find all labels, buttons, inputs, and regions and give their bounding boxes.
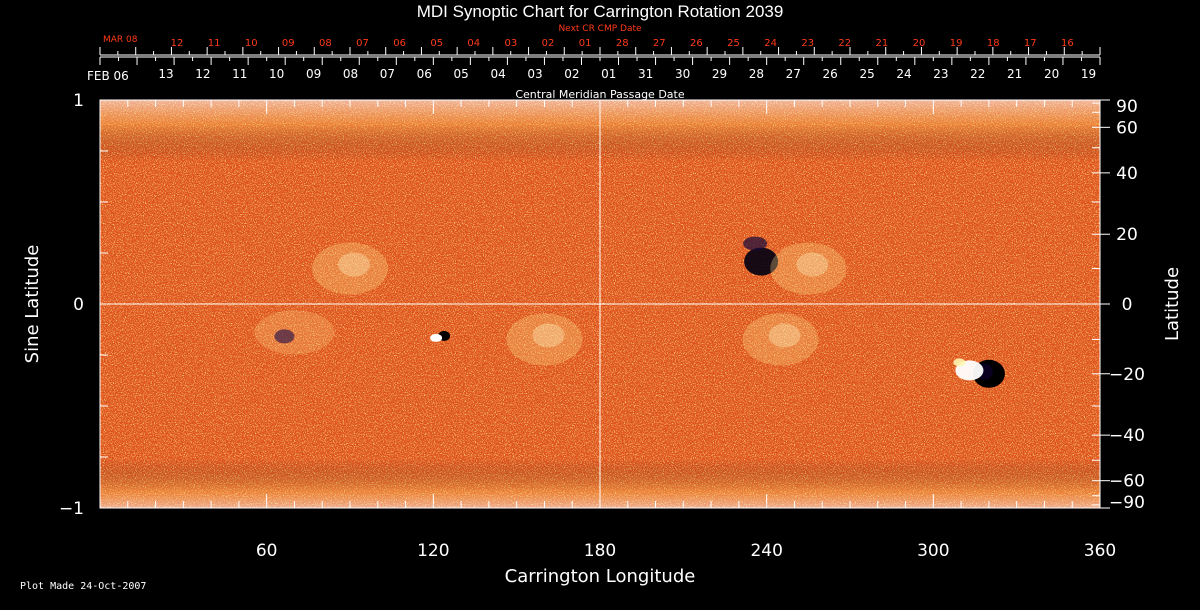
next-cmp-start-label: MAR 08 [103,35,138,45]
y-right-tick-label: 0 [1122,295,1133,315]
cmp-date-label: 20 [1044,67,1059,81]
x-tick-label: 300 [917,541,949,561]
next-cmp-date-ticks: 12 11 10 09 08 07 06 05 04 03 02 01 28 27 26 25 24 23 22 21… [99,38,1101,55]
cmp-date-label: 04 [490,67,505,81]
x-axis: 60 120 180 240 300 360 [127,100,1116,561]
cmp-date-label: 30 [675,67,690,81]
next-cmp-date-label: 17 [1024,38,1037,49]
y-right-tick-label: −20 [1109,365,1145,385]
cmp-date-label: 25 [859,67,874,81]
next-cmp-date-label: 25 [727,38,740,49]
next-cmp-date-label: 10 [245,38,258,49]
next-cmp-date-label: 20 [913,38,926,49]
next-cmp-date-label: 18 [987,38,1000,49]
y-right-tick-label: 20 [1116,225,1138,245]
cmp-date-label: 12 [195,67,210,81]
y-right-tick-label: −90 [1109,493,1145,513]
y-left-tick-label: −1 [59,499,84,519]
y-left-axis-label: Sine Latitude [22,245,43,364]
chart-title: MDI Synoptic Chart for Carrington Rotati… [417,2,784,21]
next-cmp-date-label: 24 [764,38,777,49]
cmp-date-label: 02 [564,67,579,81]
next-cmp-date-label: 03 [505,38,518,49]
x-tick-label: 240 [750,541,782,561]
next-cmp-date-label: 02 [542,38,555,49]
y-right-tick-label: 60 [1116,118,1138,138]
feature-plage-core [338,252,370,277]
cmp-date-label: 31 [638,67,653,81]
cmp-start-label: FEB 06 [87,69,129,83]
next-cmp-date-label: 28 [616,38,629,49]
next-cmp-axis-label: Next CR CMP Date [558,24,642,34]
feature-negative-patch [274,329,295,344]
x-tick-label: 60 [256,541,278,561]
next-cmp-date-label: 22 [838,38,851,49]
cmp-date-label: 24 [896,67,911,81]
cmp-date-label: 29 [712,67,727,81]
feature-negative-spot [744,247,779,276]
cmp-date-label: 11 [232,67,247,81]
next-cmp-date-label: 12 [171,38,184,49]
y-right-tick-label: 40 [1116,164,1138,184]
cmp-date-label: 01 [601,67,616,81]
cmp-date-label: 05 [454,67,469,81]
feature-plage [770,242,847,295]
feature-plage [506,313,583,366]
next-cmp-date-label: 05 [430,38,443,49]
next-cmp-date-label: 09 [282,38,295,49]
feature-negative-halo [743,236,768,251]
feature-small-positive-patch [430,333,443,342]
next-cmp-date-label: 16 [1061,38,1074,49]
cmp-date-label: 19 [1081,67,1096,81]
cmp-date-label: 10 [269,67,284,81]
cmp-date-ticks: 13 12 11 10 09 08 07 06 05 04 03 02 01 31 30 29 28 27 26 25… [99,57,1101,81]
next-cmp-date-label: 01 [579,38,592,49]
cmp-date-label: 28 [749,67,764,81]
next-cmp-date-label: 11 [208,38,221,49]
cmp-date-label: 22 [970,67,985,81]
cmp-date-label: 26 [823,67,838,81]
next-cmp-date-label: 23 [801,38,814,49]
y-right-axis-label: Latitude [1162,267,1183,341]
next-cmp-date-label: 04 [467,38,480,49]
cmp-date-label: 06 [417,67,432,81]
cmp-date-label: 23 [933,67,948,81]
next-cmp-date-label: 07 [356,38,369,49]
next-cmp-date-label: 06 [393,38,406,49]
next-cmp-date-label: 26 [690,38,703,49]
feature-plage-core [796,252,829,277]
x-tick-label: 180 [584,541,616,561]
feature-plage [254,310,335,355]
magnetic-features [254,236,1005,388]
cmp-date-label: 13 [158,67,173,81]
cmp-date-label: 09 [306,67,321,81]
y-right-tick-label: −60 [1109,472,1145,492]
feature-positive-patch [953,358,966,367]
feature-plage-core [532,323,565,348]
next-cmp-date-label: 27 [653,38,666,49]
next-cmp-date-label: 19 [950,38,963,49]
next-cmp-date-label: 21 [876,38,889,49]
cmp-date-label: 03 [527,67,542,81]
next-cmp-date-label: 08 [319,38,332,49]
cmp-date-label: 21 [1007,67,1022,81]
x-tick-label: 360 [1084,541,1116,561]
cmp-date-label: 08 [343,67,358,81]
cmp-date-label: 07 [380,67,395,81]
feature-plage-core [768,323,801,348]
cmp-axis-label: Central Meridian Passage Date [515,88,684,101]
feature-plage [312,242,388,295]
y-left-axis: 1 0 −1 [59,91,114,519]
y-right-tick-label: 90 [1116,97,1138,117]
plot-made-footer: Plot Made 24-Oct-2007 [20,581,146,592]
cmp-date-label: 27 [786,67,801,81]
x-axis-label: Carrington Longitude [505,566,696,587]
x-tick-label: 120 [417,541,449,561]
y-left-tick-label: 1 [73,91,84,111]
y-left-tick-label: 0 [73,295,84,315]
y-right-tick-label: −40 [1109,426,1145,446]
feature-plage [742,313,819,366]
